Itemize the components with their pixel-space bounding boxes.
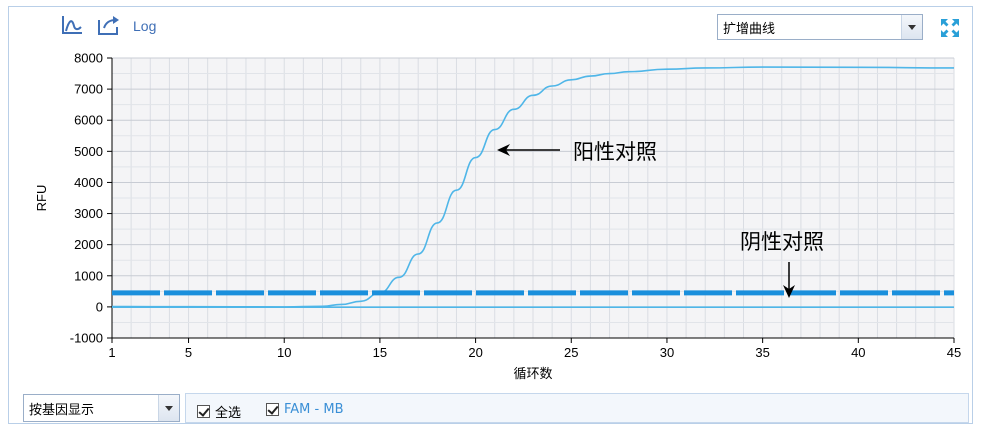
y-axis-label: RFU — [34, 185, 49, 212]
x-tick-label: 30 — [660, 345, 674, 360]
checkbox-check-icon[interactable] — [266, 403, 279, 416]
series-line-1 — [111, 66, 955, 308]
negative-arrow-head — [783, 285, 795, 298]
group-select-value: 按基因显示 — [29, 402, 95, 418]
x-axis-label: 循环数 — [513, 367, 552, 382]
y-tick-label: 0 — [96, 299, 103, 314]
amplification-chart: 1 5 10 15 20 25 30 35 40 45-100001000200030004000… — [34, 51, 961, 383]
y-tick-label: -1000 — [70, 331, 103, 346]
export-icon[interactable] — [96, 14, 122, 36]
x-tick-label: 35 — [755, 345, 769, 360]
x-tick-label: 1 — [108, 345, 115, 360]
x-tick-label: 5 — [185, 345, 192, 360]
select-all-label: 全选 — [215, 406, 242, 421]
y-tick-label: 4000 — [74, 175, 103, 190]
x-tick-label: 15 — [373, 345, 387, 360]
checkbox-check-icon[interactable] — [197, 405, 210, 418]
x-tick-label: 10 — [277, 345, 291, 360]
y-tick-label: 8000 — [74, 51, 103, 66]
x-tick-label: 45 — [947, 345, 961, 360]
expand-icon[interactable] — [939, 17, 961, 43]
y-tick-label: 1000 — [74, 268, 103, 283]
x-tick-label: 25 — [564, 345, 578, 360]
view-select-value: 扩增曲线 — [723, 21, 776, 37]
y-tick-label: 2000 — [74, 237, 103, 252]
y-tick-label: 6000 — [74, 113, 103, 128]
series-layer — [111, 66, 955, 308]
y-tick-label: 5000 — [74, 144, 103, 159]
chevron-down-icon[interactable] — [901, 15, 922, 39]
x-tick-label: 40 — [851, 345, 865, 360]
y-tick-label: 7000 — [74, 82, 103, 97]
fam-channel-checkbox[interactable]: FAM - MB — [266, 402, 343, 417]
axis-icon[interactable] — [60, 14, 84, 36]
group-select[interactable]: 按基因显示 — [23, 394, 180, 422]
positive-arrow-head — [497, 144, 510, 156]
positive-control-label: 阳性对照 — [573, 140, 657, 164]
select-all-checkbox[interactable]: 全选 — [197, 402, 241, 421]
view-select[interactable]: 扩增曲线 — [717, 14, 923, 40]
channel-bar — [185, 393, 969, 423]
chevron-down-icon[interactable] — [158, 395, 179, 421]
log-button[interactable]: Log — [133, 18, 157, 34]
y-tick-label: 3000 — [74, 206, 103, 221]
negative-control-label: 阴性对照 — [740, 230, 824, 254]
fam-channel-label: FAM - MB — [284, 402, 344, 417]
x-tick-label: 20 — [468, 345, 482, 360]
axes: 1 5 10 15 20 25 30 35 40 45-100001000200030004000… — [70, 51, 961, 361]
